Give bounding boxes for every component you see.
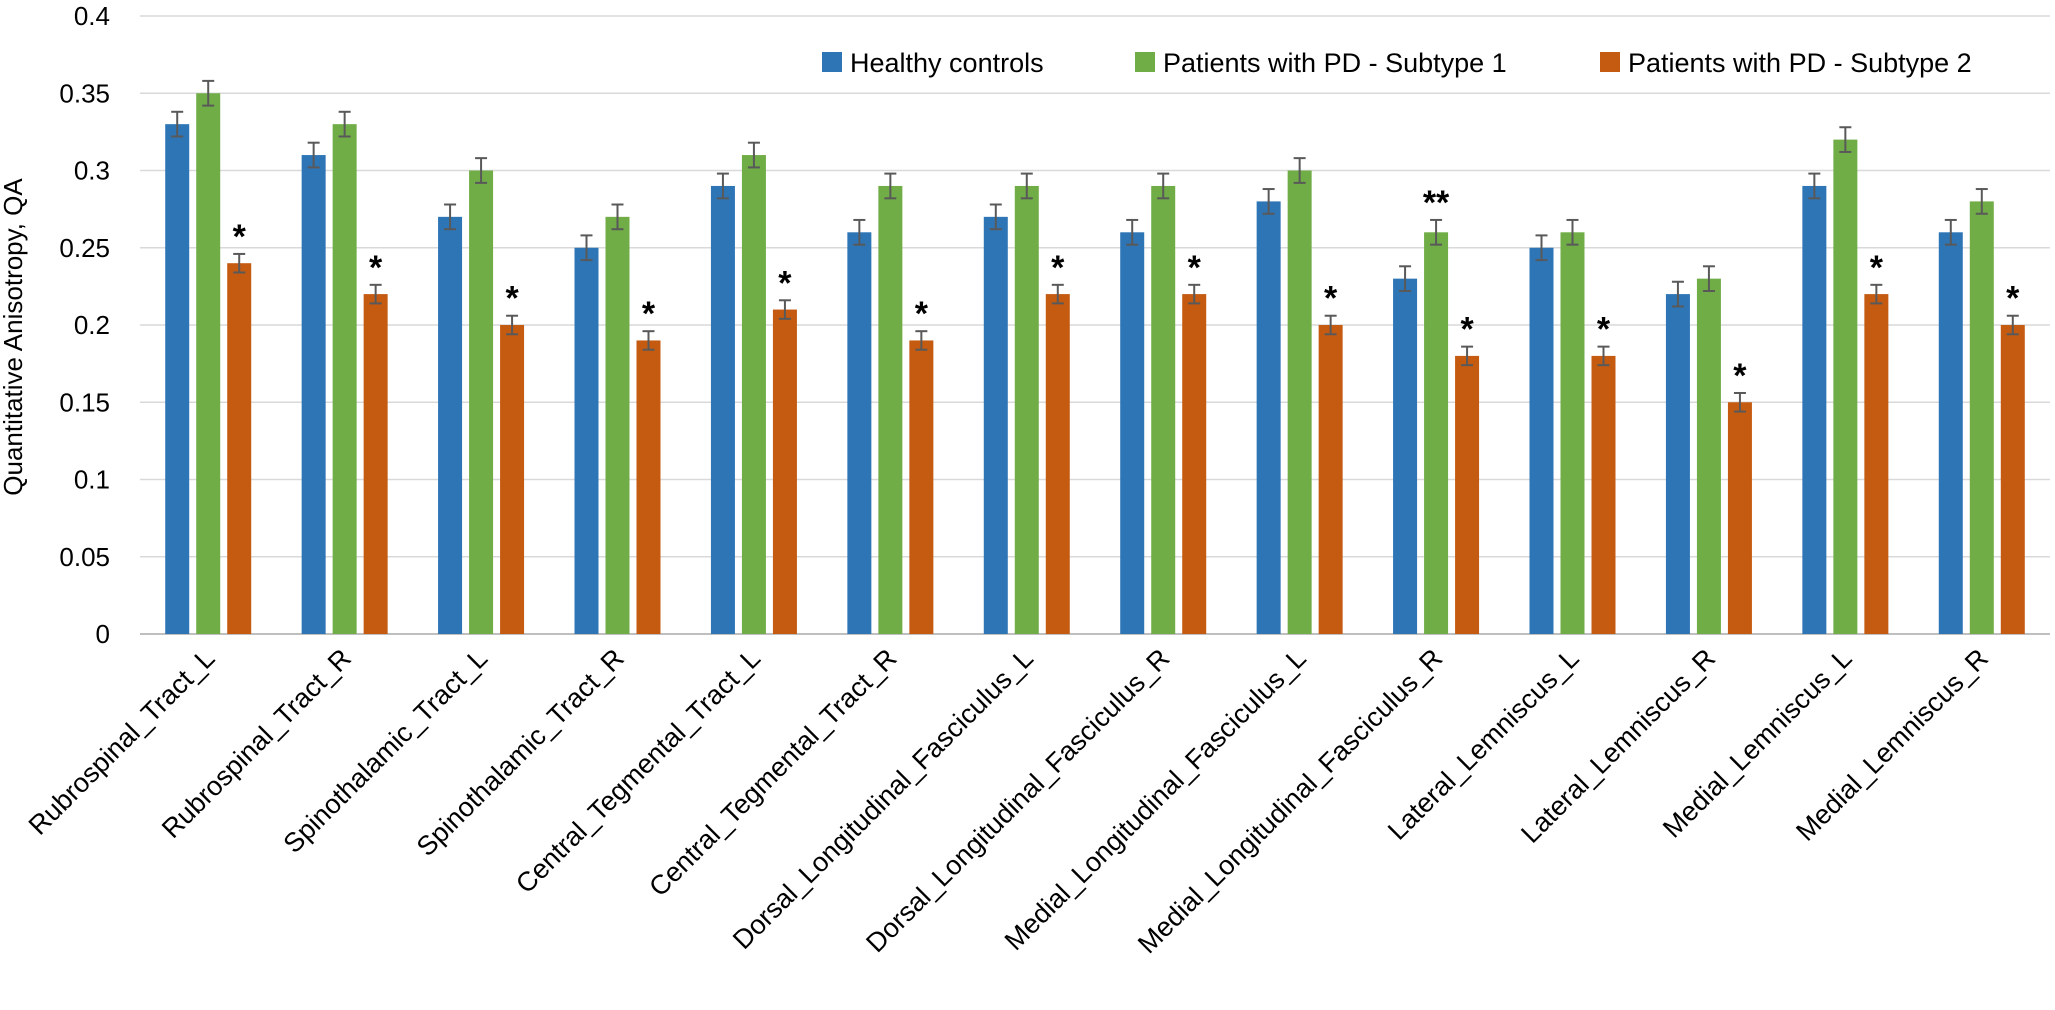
y-tick-label: 0.1 [74,465,110,495]
legend-swatch [822,52,842,72]
significance-star: * [1870,249,1884,287]
bar [1120,232,1145,635]
significance-star: * [778,264,792,302]
bar [878,185,903,634]
bar [574,247,599,634]
bar [1182,294,1207,634]
significance-star: ** [1423,184,1450,222]
bar [227,263,252,634]
bar [1014,185,1039,634]
bar [605,216,630,634]
category-label: Central_Tegmental_Tract_R [643,643,902,902]
significance-star: * [642,295,656,333]
bar [772,309,797,634]
bar [710,185,735,634]
y-tick-label: 0 [96,619,110,649]
y-tick-label: 0.25 [59,233,110,263]
legend: Healthy controls Patients with PD - Subty… [822,48,1972,78]
significance-star: * [233,218,247,256]
axes: 0 0.05 0.1 0.15 0.2 0.25 0.3 0.35 0.4 [59,1,2050,649]
bar [438,216,463,634]
bar [1727,402,1752,634]
significance-star: * [1733,357,1747,395]
category-label: Medial_Longitudinal_Fasciculus_R [1132,643,1448,959]
category-label: Medial_Longitudinal_Fasciculus_L [999,643,1312,956]
y-tick-label: 0.05 [59,542,110,572]
bar [1833,139,1858,634]
significance-star: * [1460,311,1474,349]
legend-label: Patients with PD - Subtype 2 [1628,48,1972,78]
bar [1802,185,1827,634]
bar [301,155,326,635]
bar [1938,232,1963,635]
significance-star: * [1188,249,1202,287]
y-tick-label: 0.2 [74,310,110,340]
bar [847,232,872,635]
bar [983,216,1008,634]
bar [1045,294,1070,634]
significance-star: * [1324,280,1338,318]
bar [1424,232,1449,635]
category-labels: Rubrospinal_Tract_LRubrospinal_Tract_RSp… [23,643,1994,959]
bar [1696,278,1721,634]
bar [500,325,525,634]
bar [1287,170,1312,634]
bar [332,124,357,635]
y-tick-label: 0.35 [59,78,110,108]
bar [2000,325,2025,634]
bar [1529,247,1554,634]
significance-star: * [369,249,383,287]
legend-label: Patients with PD - Subtype 1 [1163,48,1507,78]
legend-swatch [1135,52,1155,72]
bar [1665,294,1690,634]
bar [909,340,934,634]
bar [1455,355,1480,634]
bar [196,93,221,634]
category-label: Dorsal_Longitudinal_Fasciculus_R [860,643,1175,958]
bar [363,294,388,634]
gridlines [140,15,2050,558]
bar [1864,294,1889,634]
bar [1969,201,1994,634]
error-bars [171,79,2019,413]
y-axis-title: Quantitative Anisotropy, QA [0,178,28,496]
bar [1591,355,1616,634]
bars [165,93,2025,635]
legend-label: Healthy controls [850,48,1044,78]
y-tick-label: 0.3 [74,156,110,186]
category-label: Central_Tegmental_Tract_L [510,643,766,899]
y-tick-label: 0.15 [59,387,110,417]
significance-star: * [505,280,519,318]
bar [741,155,766,635]
bar [165,124,190,635]
significance-star: * [2006,280,2020,318]
bar [1393,278,1418,634]
bar [1560,232,1585,635]
y-tick-label: 0.4 [74,1,110,31]
significance-markers: *** **** ***** **** [233,184,2021,395]
bar [1256,201,1281,634]
category-label: Dorsal_Longitudinal_Fasciculus_L [727,643,1039,955]
bar [1318,325,1343,634]
bar [636,340,661,634]
significance-star: * [915,295,929,333]
bar [1151,185,1176,634]
bar [469,170,494,634]
significance-star: * [1597,311,1611,349]
legend-swatch [1600,52,1620,72]
significance-star: * [1051,249,1065,287]
